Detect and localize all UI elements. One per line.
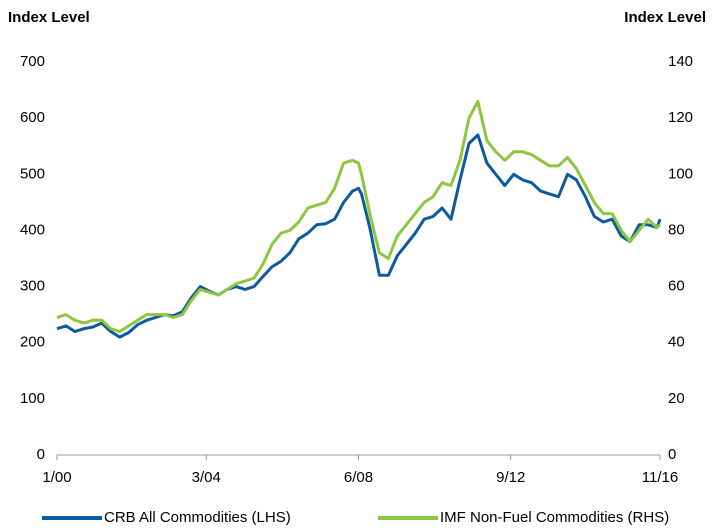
y-tick-label: 400: [20, 221, 45, 238]
y2-tick-label: 120: [668, 109, 693, 126]
x-tick-label: 11/16: [642, 469, 678, 486]
y-tick-label: 500: [20, 165, 45, 182]
y2-tick-label: 40: [668, 334, 685, 351]
y-tick-label: 200: [20, 334, 45, 351]
y2-tick-label: 100: [668, 165, 693, 182]
x-tick-label: 9/12: [496, 469, 525, 486]
y2-tick-label: 60: [668, 278, 685, 295]
y-axis-label: Index Level: [8, 9, 90, 26]
y-tick-label: 700: [20, 53, 45, 70]
x-tick-label: 3/04: [192, 469, 221, 486]
y2-tick-label: 140: [668, 53, 693, 70]
x-tick-label: 1/00: [42, 469, 71, 486]
y2-tick-label: 20: [668, 390, 685, 407]
y-tick-label: 300: [20, 278, 45, 295]
y-tick-label: 600: [20, 109, 45, 126]
x-tick-label: 6/08: [344, 469, 373, 486]
legend-label: IMF Non-Fuel Commodities (RHS): [440, 509, 669, 526]
y2-axis-label: Index Level: [624, 9, 706, 26]
series-line: [56, 99, 662, 333]
y-tick-label: 100: [20, 390, 45, 407]
legend-label: CRB All Commodities (LHS): [104, 509, 291, 526]
y2-tick-label: 80: [668, 221, 685, 238]
y2-tick-label: 0: [668, 446, 676, 463]
y-tick-label: 0: [37, 446, 45, 463]
